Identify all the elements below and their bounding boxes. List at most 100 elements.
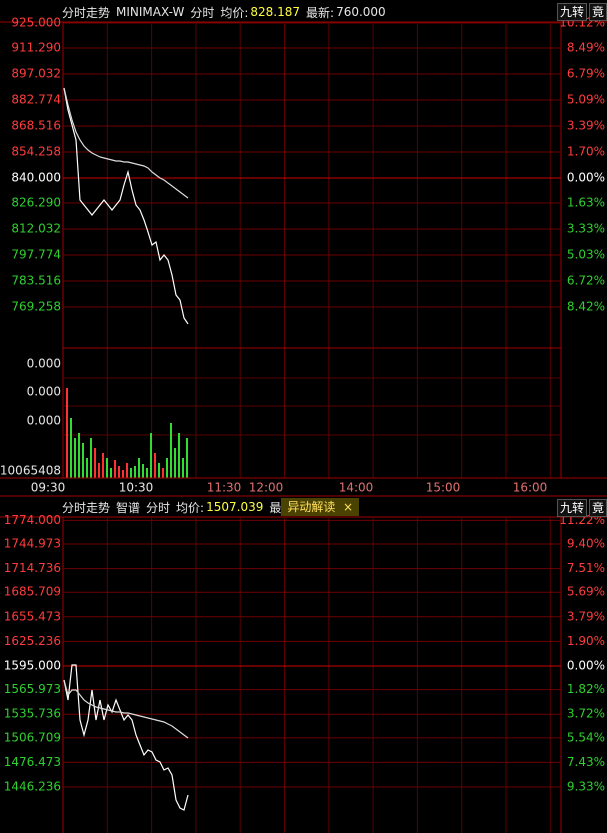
vol-tick-label: 410065408 [0,464,61,478]
y-tick-label: 840.000 [11,171,61,185]
last-label: 最 [269,500,282,515]
btn-jiuzhuan[interactable]: 九转 [556,499,587,517]
volume-bar [146,468,148,478]
pct-label: 6.72% [567,274,605,288]
volume-bar [74,438,76,478]
pct-label: 8.49% [567,41,605,55]
avg-label: 均价: [220,5,249,20]
volume-bar [118,466,120,478]
y-tick-label: 1565.973 [4,682,61,696]
volume-bar [114,460,116,478]
price-line [63,87,189,325]
pct-label: 3.39% [567,119,605,133]
volume-bar [90,438,92,478]
y-tick-label: 882.774 [11,93,61,107]
volume-bar [98,463,100,478]
pct-label: 0.00% [567,658,605,672]
popup[interactable]: 异动解读 × [281,498,360,516]
pct-label: 1.70% [567,145,605,159]
btn-jiuzhuan[interactable]: 九转 [556,3,587,21]
volume-bar [126,463,128,478]
volume-bar [78,433,80,478]
pct-label: 3.72% [567,707,605,721]
y-tick-label: 854.258 [11,145,61,159]
y-tick-label: 783.516 [11,274,61,288]
y-tick-label: 797.774 [11,248,61,262]
top-buttons: 九转 竟 [556,3,607,21]
volume-bar [154,453,156,478]
btn-jing[interactable]: 竟 [588,3,607,21]
volume-bar [182,458,184,478]
y-tick-label: 1685.709 [4,585,61,599]
popup-close[interactable]: × [343,500,354,514]
volume-bar [134,466,136,478]
volume-bar [122,470,124,478]
price-line [63,664,189,811]
volume-bar [106,458,108,478]
volume-bar [82,443,84,478]
pct-label: 6.79% [567,67,605,81]
pct-label: 5.09% [567,93,605,107]
price-line [63,87,189,199]
vol-tick-label: 0.000 [27,357,61,371]
avg-value: 828.187 [250,5,301,19]
y-tick-label: 812.032 [11,222,61,236]
top-header: 分时走势 MINIMAX-W 分时 均价: 828.187 最新: 760.00… [62,3,386,21]
stock-name: MINIMAX-W [116,5,185,19]
volume-bar [174,448,176,478]
time-label: 10:30 [119,481,154,495]
avg-value: 1507.039 [206,500,264,514]
volume-bar [162,468,164,478]
time-label: 09:30 [31,481,66,495]
pct-label: 3.79% [567,609,605,623]
tab[interactable]: 分时走势 [62,5,111,20]
avg-label: 均价: [176,500,205,515]
pct-label: 8.42% [567,300,605,314]
y-tick-label: 925.000 [11,15,61,29]
volume-bar [102,453,104,478]
stock-name: 智谱 [116,500,141,515]
y-tick-label: 1744.973 [4,536,61,550]
y-tick-label: 1535.736 [4,707,61,721]
volume-bar [138,458,140,478]
price-line [63,679,189,739]
pct-label: 1.63% [567,196,605,210]
bottom-header: 分时走势 智谱 分时 均价: 1507.039 最 异动解读 × [62,498,360,516]
y-tick-label: 911.290 [11,41,61,55]
volume-bar [150,433,152,478]
last-value: 760.000 [336,5,386,19]
pct-label: 9.40% [567,536,605,550]
volume-bar [178,433,180,478]
btn-jing[interactable]: 竟 [588,499,607,517]
volume-bar [186,438,188,478]
popup-text[interactable]: 异动解读 [287,500,336,514]
volume-bar [110,468,112,478]
last-label: 最新: [306,5,335,20]
pct-label: 1.82% [567,682,605,696]
y-tick-label: 1625.236 [4,634,61,648]
pct-label: 7.43% [567,755,605,769]
vol-tick-label: 0.000 [27,385,61,399]
y-tick-label: 868.516 [11,119,61,133]
pct-label: 5.03% [567,248,605,262]
y-tick-label: 1446.236 [4,780,61,794]
volume-bar [94,448,96,478]
tab[interactable]: 分时走势 [62,500,111,515]
pct-label: 3.33% [567,222,605,236]
pct-label: 0.00% [567,171,605,185]
volume-bar [86,458,88,478]
vol-tick-label: 0.000 [27,414,61,428]
volume-bar [166,458,168,478]
time-label: 14:00 [339,481,374,495]
pct-label: 5.54% [567,730,605,744]
volume-bar [66,388,68,478]
volume-bar [130,468,132,478]
time-label: 16:00 [513,481,548,495]
volume-bar [70,418,72,478]
y-tick-label: 769.258 [11,300,61,314]
pct-label: 7.51% [567,561,605,575]
mode: 分时 [146,500,171,515]
y-tick-label: 1655.473 [4,609,61,623]
